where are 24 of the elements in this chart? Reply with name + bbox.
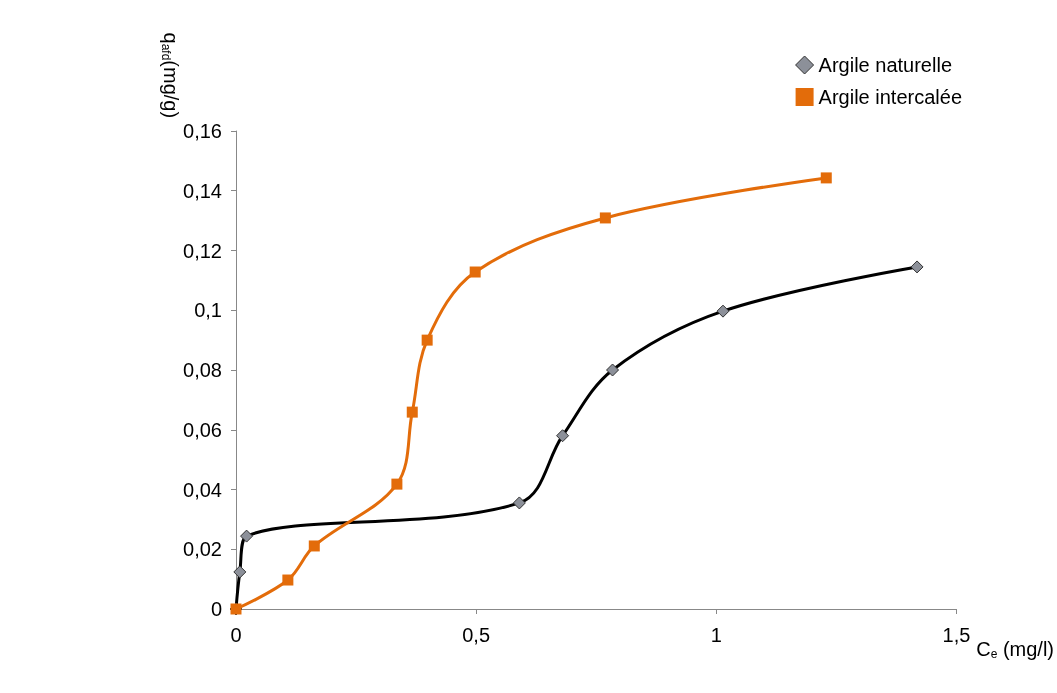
y-tick-label: 0,12 bbox=[183, 239, 222, 262]
point bbox=[421, 334, 433, 346]
y-tick-label: 0,16 bbox=[183, 120, 222, 142]
x-tick-label: 0,5 bbox=[462, 624, 491, 646]
legend-label: Argile naturelle bbox=[818, 54, 953, 76]
y-axis-title: qafd(mg/g) bbox=[159, 32, 182, 119]
y-tick-label: 0,1 bbox=[194, 299, 222, 322]
point bbox=[820, 172, 832, 184]
point bbox=[282, 574, 294, 586]
y-tick-label: 0,02 bbox=[183, 538, 222, 561]
point bbox=[406, 406, 418, 418]
y-tick-label: 0,04 bbox=[183, 478, 222, 501]
x-tick-label: 0 bbox=[230, 624, 242, 646]
y-tick-label: 0,06 bbox=[183, 418, 222, 441]
point bbox=[391, 478, 403, 490]
legend-label: Argile intercalée bbox=[818, 86, 963, 108]
y-tick-label: 0,08 bbox=[183, 359, 222, 381]
point bbox=[469, 266, 481, 278]
y-tick-label: 0 bbox=[210, 598, 222, 620]
point bbox=[308, 540, 320, 552]
x-tick-label: 1,5 bbox=[942, 624, 971, 646]
point bbox=[599, 212, 611, 224]
x-tick-label: 1 bbox=[710, 624, 722, 646]
y-tick-label: 0,14 bbox=[183, 179, 222, 202]
